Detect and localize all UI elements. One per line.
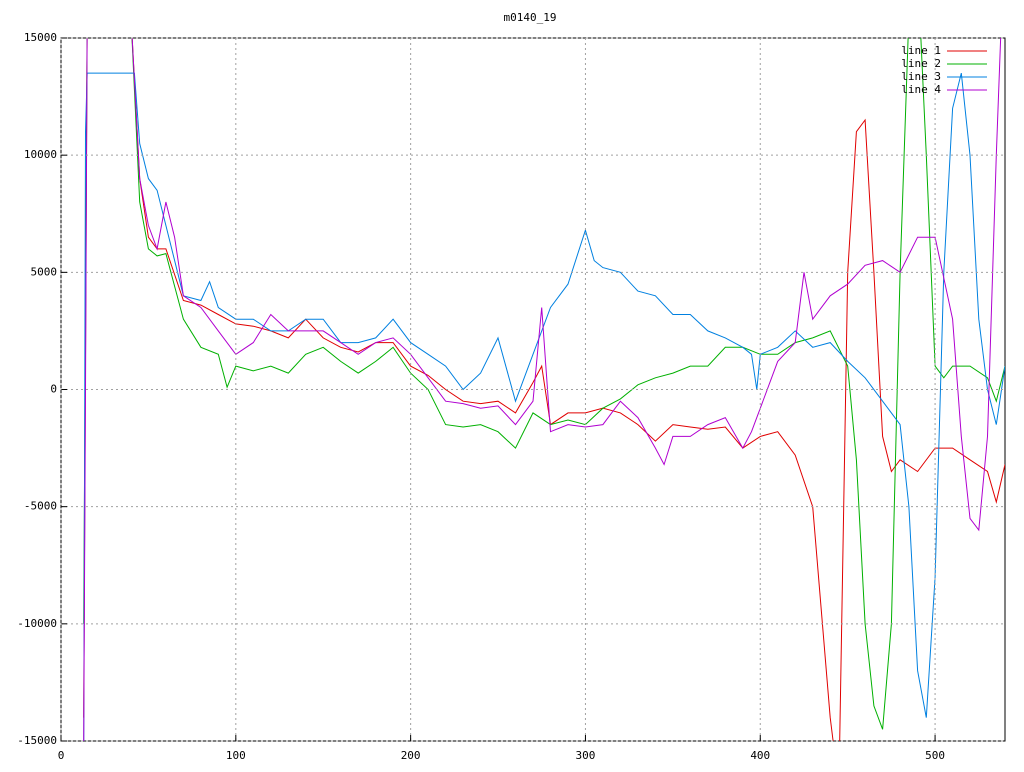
plot-area <box>83 38 1005 741</box>
data-line <box>83 38 1005 730</box>
y-tick-label: -15000 <box>17 734 57 747</box>
x-tick-label: 400 <box>750 749 770 762</box>
x-tick-label: 300 <box>576 749 596 762</box>
y-tick-label: 10000 <box>24 148 57 161</box>
legend-label: line 4 <box>901 83 941 96</box>
data-line <box>83 72 1005 741</box>
legend-label: line 2 <box>901 57 941 70</box>
x-tick-label: 0 <box>58 749 65 762</box>
data-line <box>83 38 1002 741</box>
y-tick-label: 5000 <box>31 265 58 278</box>
data-line <box>83 38 1005 741</box>
x-tick-label: 500 <box>925 749 945 762</box>
x-tick-label: 100 <box>226 749 246 762</box>
y-tick-label: 0 <box>50 383 57 396</box>
legend-label: line 3 <box>901 70 941 83</box>
y-tick-label: -5000 <box>24 500 57 513</box>
chart-title: m0140_19 <box>504 11 557 24</box>
x-tick-label: 200 <box>401 749 421 762</box>
y-tick-label: 15000 <box>24 31 57 44</box>
legend-label: line 1 <box>901 44 941 57</box>
y-tick-label: -10000 <box>17 617 57 630</box>
